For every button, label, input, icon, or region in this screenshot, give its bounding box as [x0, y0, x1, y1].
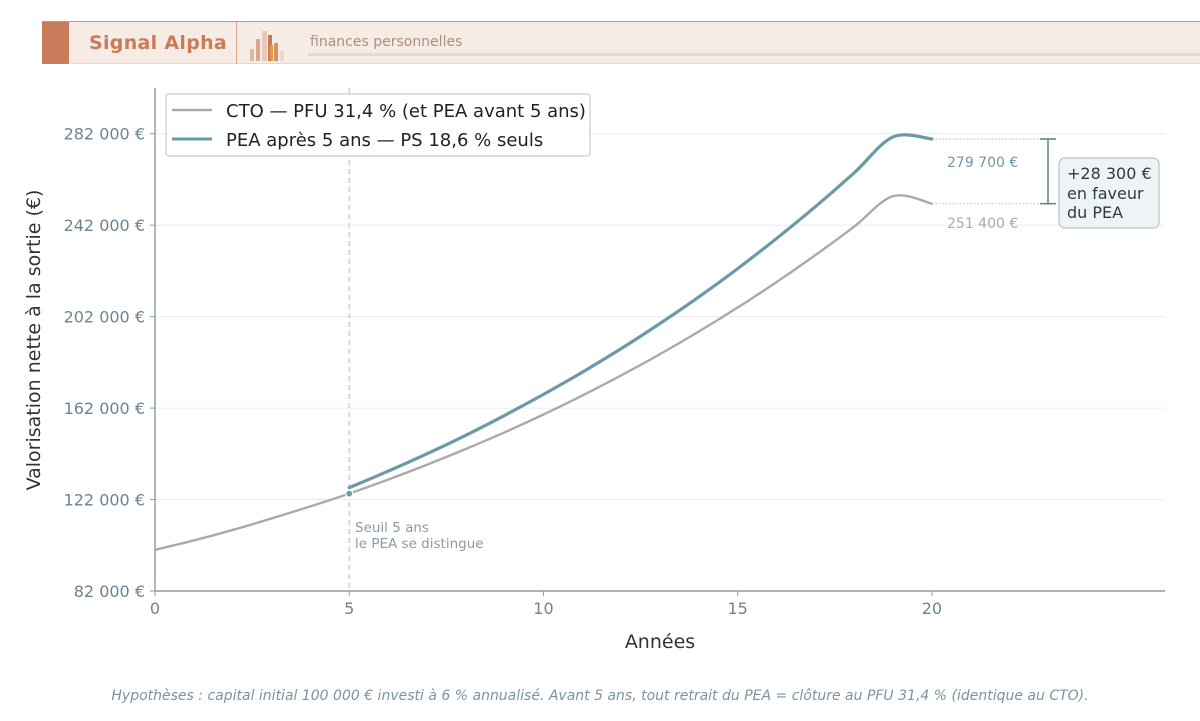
gap-annotation-line1: +28 300 €	[1067, 164, 1152, 183]
legend-label-cto: CTO — PFU 31,4 % (et PEA avant 5 ans)	[226, 101, 586, 122]
series-line-1	[347, 133, 934, 490]
y-tick-label: 162 000 €	[64, 399, 145, 418]
x-tick-label: 5	[344, 599, 354, 618]
y-tick-label: 82 000 €	[74, 582, 145, 601]
x-axis-label: Années	[625, 631, 695, 653]
series-line-0	[153, 194, 934, 552]
y-tick-label: 202 000 €	[64, 308, 145, 327]
x-tick-label: 10	[533, 599, 553, 618]
x-tick-label: 15	[728, 599, 748, 618]
legend-label-pea: PEA après 5 ans — PS 18,6 % seuls	[226, 130, 543, 151]
y-axis-label: Valorisation nette à la sortie (€)	[23, 190, 45, 491]
gap-annotation-line3: du PEA	[1067, 203, 1123, 222]
pea-end-label: 279 700 €	[947, 155, 1018, 171]
y-tick-label: 282 000 €	[64, 125, 145, 144]
gap-annotation-line2: en faveur	[1067, 184, 1144, 203]
axes: 82 000 € 122 000 € 162 000 € 202 000 € 242 0…	[64, 88, 1165, 618]
gap-annotation-box	[1058, 157, 1160, 229]
threshold-label-line1: Seuil 5 ans	[355, 520, 429, 536]
y-tick-label: 122 000 €	[64, 491, 145, 510]
legend-box	[165, 93, 591, 157]
y-tick-label: 242 000 €	[64, 216, 145, 235]
brand-logo-icon	[250, 31, 284, 61]
threshold-marker	[345, 489, 354, 498]
x-tick-label: 0	[150, 599, 160, 618]
cto-end-label: 251 400 €	[947, 216, 1018, 232]
brand-tagline: finances personnelles	[310, 34, 463, 50]
annotations-layer	[345, 138, 1056, 498]
brand-header: Signal Alpha finances personnelles	[42, 21, 1200, 64]
threshold-label-line2: le PEA se distingue	[355, 536, 484, 552]
brand-name: Signal Alpha	[89, 32, 228, 54]
brand-underline	[308, 53, 1200, 56]
series-layer	[153, 133, 934, 552]
footnote: Hypothèses : capital initial 100 000 € i…	[111, 688, 1089, 704]
grid-lines	[155, 133, 1165, 592]
brand-swatch	[42, 22, 69, 64]
brand-separator	[236, 22, 237, 64]
x-tick-label: 20	[922, 599, 942, 618]
